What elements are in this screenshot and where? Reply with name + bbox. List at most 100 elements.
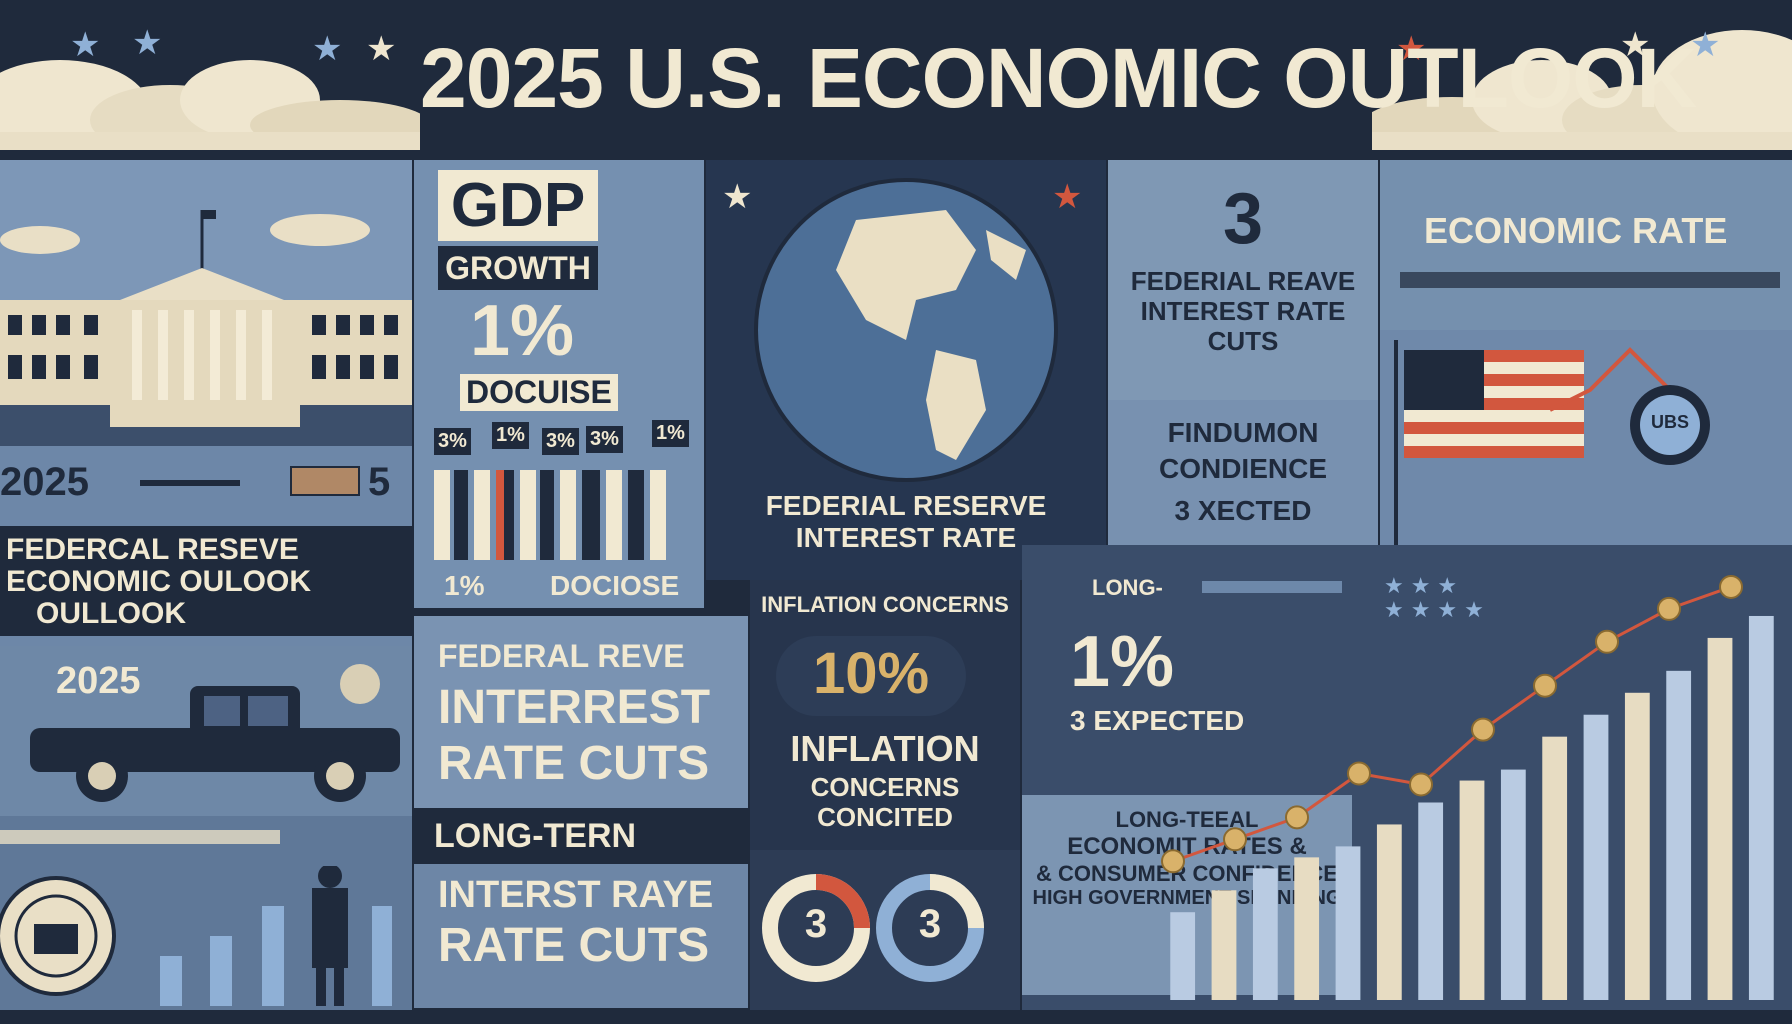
inflation-line1: INFLATION <box>790 728 980 769</box>
us-flag-icon <box>1394 340 1710 550</box>
chart-point <box>1285 805 1309 830</box>
globe-icon <box>754 178 1058 482</box>
gdp-bar-label: 3% <box>586 426 623 453</box>
fed-outlook-panel: 2025 5 FEDERCAL RESEVE ECONOMIC OULOOK O… <box>0 446 412 646</box>
chart-point <box>1223 827 1247 852</box>
star-icon: ★ <box>312 29 343 69</box>
long-term-tag: LONG-TERN <box>414 808 748 864</box>
chart-bar <box>1211 890 1237 1000</box>
inflation-value: 10% <box>812 641 930 706</box>
chart-bar <box>1666 670 1692 1000</box>
fed-outlook-box: FEDERCAL RESEVE ECONOMIC OULOOK OULLOOK <box>0 526 412 636</box>
chart-bar <box>1252 868 1278 1000</box>
chart-point <box>1347 761 1371 786</box>
gdp-bottom-caption: DOCIOSE <box>550 570 680 601</box>
star-icon: ★ <box>722 177 753 217</box>
chart-bar <box>1624 692 1650 1000</box>
star-icon: ★ <box>132 23 163 63</box>
blurred-text-strip <box>0 830 280 844</box>
star-icon: ★ <box>70 25 101 65</box>
left-bottom-panel <box>0 816 412 1010</box>
chart-value: 1% <box>1070 622 1175 702</box>
fed-rate-cuts-panel: FEDERAL REVE INTERREST RATE CUTS <box>414 616 748 808</box>
chart-header: LONG- <box>1092 575 1163 600</box>
donut-right-number: 3 <box>918 902 942 946</box>
header-banner: ★ ★ ★ ★ ★ ★ ★ 2025 U.S. ECONOMIC OUTLOOK <box>0 0 1792 150</box>
pickup-truck-icon <box>30 686 400 802</box>
inflation-panel: INFLATION CONCERNS 10% INFLATION CONCERN… <box>750 580 1020 850</box>
chart-point <box>1161 849 1185 874</box>
seal-icon <box>340 664 380 704</box>
growth-chart <box>1161 574 1774 1000</box>
blurred-text-strip <box>1400 272 1780 288</box>
fed-cuts-line2: INTEREST RATE <box>1140 296 1346 326</box>
star-icon: ★ <box>1396 29 1427 69</box>
chart-bar <box>1376 824 1402 1000</box>
confidence-line1: FINDUMON <box>1167 417 1319 448</box>
gdp-growth-panel: GDP GROWTH 1% DOCUISE 3% 1% 3% 3% 1% 1% … <box>414 160 704 608</box>
chart-bar <box>1748 615 1774 1000</box>
gdp-bars-icon <box>434 470 666 560</box>
confidence-line2: CONDIENCE <box>1158 453 1327 484</box>
fed-cuts-line3: CUTS <box>1207 326 1279 356</box>
globe-panel: ★ ★ FEDERIAL RESERVE INTEREST RATE <box>706 160 1106 580</box>
inflation-value-pill <box>776 636 966 716</box>
gdp-value: 1% <box>470 291 575 371</box>
star-icon: ★ <box>1690 25 1721 65</box>
donut-left-number: 3 <box>804 902 828 946</box>
fed-cuts-line1: FEDERIAL REAVE <box>1130 266 1356 296</box>
fed-cuts-panel: 3 FEDERIAL REAVE INTEREST RATE CUTS <box>1108 160 1378 400</box>
chart-caption3: & CONSUMER CONFIDENCE <box>1036 861 1338 886</box>
gdp-bar-label: 3% <box>434 428 471 455</box>
fed-outlook-line1: FEDERCAL RESEVE <box>6 533 299 566</box>
car-panel: 2025 <box>0 646 412 816</box>
chart-bar <box>1459 780 1485 1000</box>
chart-point <box>1719 574 1743 599</box>
gdp-bottom-value: 1% <box>444 570 485 601</box>
star-cluster-icon: ★ ★ ★ ★ ★ ★ ★ <box>1384 574 1484 623</box>
page-title: 2025 U.S. ECONOMIC OUTLOOK <box>420 31 1697 125</box>
capitol-building-icon <box>0 210 412 446</box>
confidence-line3: 3 XECTED <box>1174 495 1312 526</box>
gdp-bar-label: 1% <box>652 420 689 447</box>
chart-point <box>1657 596 1681 621</box>
star-icon: ★ <box>366 29 397 69</box>
car-year-label: 2025 <box>56 660 141 702</box>
star-icon: ★ <box>1620 25 1651 65</box>
globe-caption-line1: FEDERIAL RESERVE <box>765 490 1047 521</box>
chart-expected: 3 EXPECTED <box>1070 705 1245 736</box>
long-term-line1: INTERST RAYE <box>438 874 714 916</box>
gdp-bar-labels: 3% 1% 3% 3% 1% <box>434 420 689 462</box>
inflation-heading: INFLATION CONCERNS <box>761 592 1009 617</box>
economic-rate-title: ECONOMIC RATE <box>1424 210 1728 251</box>
gdp-value-caption: DOCUISE <box>460 374 618 411</box>
seal-and-figure-icon <box>0 866 392 1006</box>
economic-rate-panel: ECONOMIC RATE <box>1380 160 1792 330</box>
gdp-bar-label: 3% <box>542 428 579 455</box>
fed-rate-line3: RATE CUTS <box>438 737 710 790</box>
divider <box>140 480 240 486</box>
chart-bar <box>1583 714 1609 1000</box>
chart-point <box>1533 673 1557 698</box>
ubs-badge: UBS <box>1650 412 1689 432</box>
chart-bar <box>1335 846 1361 1000</box>
long-term-line2: RATE CUTS <box>438 919 710 972</box>
growth-chart-panel: LONG- ★ ★ ★ ★ ★ ★ ★ 1% 3 EXPECTED LONG-TE… <box>1022 545 1792 1010</box>
year-suffix: 5 <box>368 460 391 504</box>
fed-outlook-line2: ECONOMIC OULOOK <box>6 565 311 598</box>
blurred-text-strip <box>1202 581 1342 593</box>
donut-icons <box>762 874 984 982</box>
gdp-title: GDP <box>438 170 598 241</box>
chart-bar <box>1542 736 1568 1000</box>
fed-outlook-line3: OULLOOK <box>36 597 186 630</box>
globe-caption-line2: INTEREST RATE <box>795 522 1017 553</box>
fed-rate-line1: FEDERAL REVE <box>438 638 685 674</box>
chart-bar <box>1170 912 1196 1000</box>
gdp-subtitle: GROWTH <box>438 246 598 290</box>
star-icon: ★ <box>1052 177 1083 217</box>
fed-cuts-number: 3 <box>1222 179 1264 259</box>
long-term-panel: LONG-TERN INTERST RAYE RATE CUTS <box>414 808 748 1008</box>
clouds-right-icon <box>1372 30 1792 150</box>
chart-bar <box>1294 857 1320 1000</box>
fed-rate-line2: INTERREST <box>438 681 711 734</box>
